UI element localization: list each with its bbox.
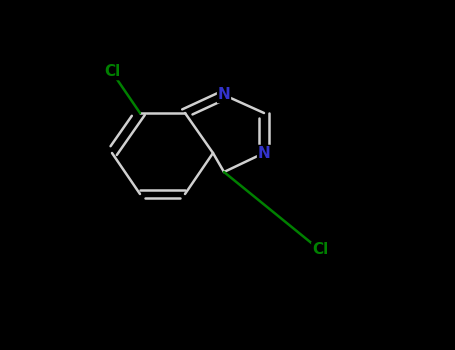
Text: N: N [217,88,230,103]
Text: Cl: Cl [312,243,328,258]
Text: N: N [258,146,270,161]
Text: Cl: Cl [104,64,120,79]
